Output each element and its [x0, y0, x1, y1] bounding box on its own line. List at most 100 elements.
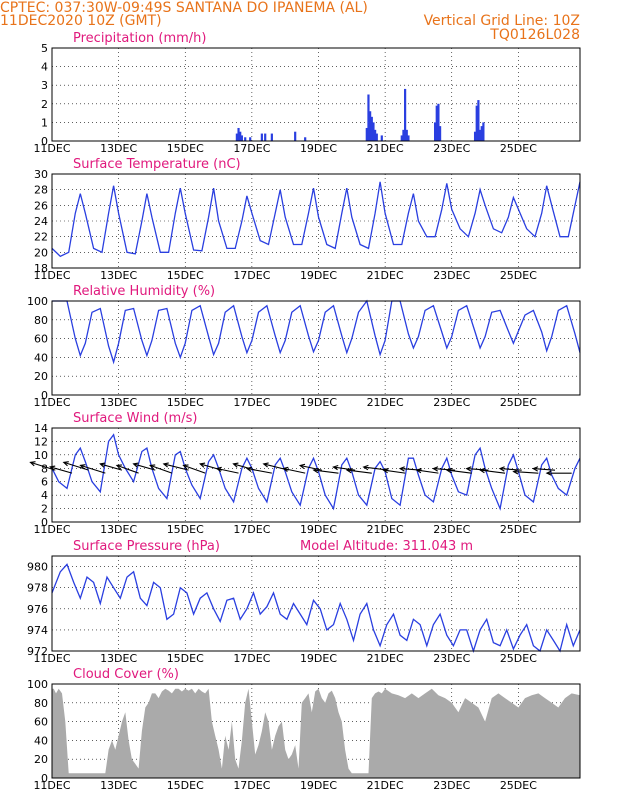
y-tick-label: 14 — [34, 422, 48, 435]
wind-arrow-head — [382, 467, 389, 474]
x-tick-label: 15DEC — [167, 779, 204, 792]
x-tick-label: 13DEC — [100, 142, 137, 155]
precip-bar — [402, 129, 405, 141]
wind-arrow-head — [198, 462, 206, 468]
y-tick-label: 30 — [34, 168, 48, 181]
precip-bar — [435, 105, 438, 141]
panel-title: Surface Wind (m/s) — [73, 411, 197, 426]
x-tick-label: 21DEC — [367, 652, 404, 665]
wind-arrow — [115, 464, 139, 474]
y-tick-label: 8 — [41, 462, 48, 475]
y-tick-label: 20 — [34, 246, 48, 259]
x-tick-label: 21DEC — [367, 396, 404, 409]
wind-arrow-shaft — [116, 464, 139, 474]
precip-bar — [374, 129, 377, 141]
wind-arrow-head — [62, 461, 69, 467]
header-gridline-note: Vertical Grid Line: 10Z — [424, 13, 580, 29]
wind-arrow-shaft — [283, 467, 306, 474]
x-tick-label: 15DEC — [167, 652, 204, 665]
temp-series-line — [51, 181, 581, 258]
wind-arrow-shaft — [513, 471, 539, 474]
y-tick-label: 80 — [34, 697, 48, 710]
panel-frame — [51, 683, 581, 779]
wind-arrow-shaft — [480, 469, 506, 474]
wind-arrow — [445, 467, 472, 474]
panel-frame — [51, 555, 581, 652]
panel-title: Relative Humidity (%) — [73, 284, 215, 299]
y-tick-label: 60 — [34, 333, 48, 346]
panel-frame — [51, 300, 581, 396]
wind-arrow-shaft — [50, 466, 73, 474]
y-tick-label: 22 — [34, 231, 48, 244]
wind-arrow-head — [498, 466, 505, 472]
wind-arrow-head — [478, 467, 486, 474]
x-tick-label: 17DEC — [233, 396, 270, 409]
wind-arrow — [415, 467, 439, 474]
y-tick-label: 6 — [41, 476, 48, 489]
precip-bar — [294, 131, 297, 141]
wind-arrow — [465, 466, 489, 472]
y-tick-label: 2 — [41, 98, 48, 111]
wind-arrow-shaft — [466, 468, 489, 471]
y-tick-label: 0 — [41, 389, 48, 402]
y-tick-label: 26 — [34, 199, 48, 212]
x-tick-label: 25DEC — [500, 269, 537, 282]
y-tick-label: 5 — [41, 42, 48, 55]
precip-bar — [480, 126, 483, 141]
precip-bar — [240, 135, 243, 141]
panel-temp: 18 20 22 24 26 28 30 11DEC 13DEC 15DEC 17DEC 19DEC 2… — [33, 157, 581, 282]
wind-arrow — [432, 466, 456, 472]
y-tick-label: 972 — [27, 645, 48, 658]
x-tick-label: 25DEC — [500, 523, 537, 536]
precip-bar — [235, 133, 238, 141]
y-tick-label: 10 — [34, 449, 48, 462]
wind-arrow — [215, 466, 239, 474]
x-tick-label: 17DEC — [233, 779, 270, 792]
wind-arrow — [29, 461, 56, 471]
wind-arrow-head — [132, 462, 139, 468]
x-tick-label: 25DEC — [500, 396, 537, 409]
y-tick-label: 978 — [27, 582, 48, 595]
wind-arrow-head — [432, 466, 439, 472]
wind-arrow-shaft — [216, 467, 239, 474]
precip-bar — [437, 103, 440, 141]
wind-arrow — [49, 465, 73, 474]
x-tick-label: 11DEC — [33, 652, 70, 665]
panel-frame — [51, 47, 581, 142]
x-tick-label: 21DEC — [367, 779, 404, 792]
y-tick-label: 12 — [34, 435, 48, 448]
wind-arrow-head — [445, 467, 452, 474]
precip-bar — [270, 133, 273, 141]
wind-arrow — [298, 463, 322, 471]
wind-arrow-head — [398, 466, 405, 472]
wind-arrow — [512, 469, 539, 475]
wind-arrow-head — [545, 470, 552, 476]
press-series-line — [51, 563, 581, 654]
wind-arrow-shaft — [246, 467, 272, 474]
panel-cloud: 0 20 40 60 80 100 11DEC 13DEC 15DEC 17DEC 19DEC 21D… — [27, 667, 581, 792]
cloud-cover-area — [52, 688, 580, 778]
x-tick-label: 15DEC — [167, 396, 204, 409]
precip-bar — [482, 122, 485, 141]
wind-arrow-shaft — [533, 468, 556, 471]
wind-arrow — [282, 466, 306, 474]
wind-arrow-head — [298, 463, 306, 470]
wind-arrow-shaft — [313, 469, 339, 474]
x-tick-label: 13DEC — [100, 652, 137, 665]
y-tick-label: 100 — [27, 678, 48, 691]
panel-frame — [51, 427, 581, 523]
panel-rh: 0 20 40 60 80 100 11DEC 13DEC 15DEC 17DEC 19DEC 21D… — [27, 284, 581, 409]
wind-arrow-shaft — [300, 464, 322, 471]
x-tick-label: 13DEC — [100, 523, 137, 536]
precip-bar — [475, 105, 478, 141]
panel-title: Cloud Cover (%) — [73, 667, 179, 682]
precip-bar — [367, 94, 370, 141]
y-tick-label: 40 — [34, 351, 48, 364]
y-tick-label: 976 — [27, 603, 48, 616]
wind-arrow — [478, 467, 506, 474]
precip-bar — [264, 133, 267, 141]
y-tick-label: 4 — [41, 489, 48, 502]
x-tick-label: 25DEC — [500, 652, 537, 665]
